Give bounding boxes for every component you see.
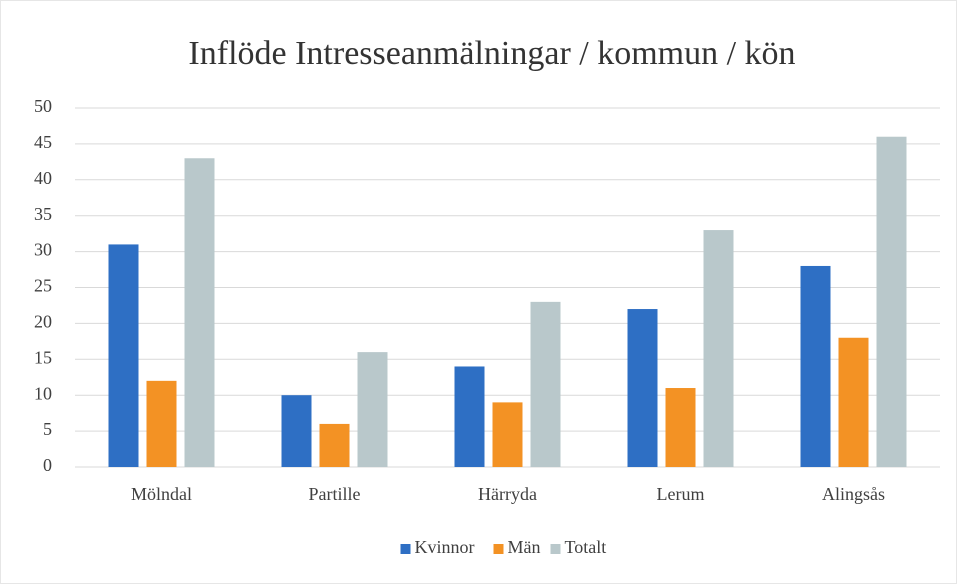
- y-tick-label: 35: [34, 204, 52, 224]
- bar: [281, 395, 312, 467]
- legend-swatch: [493, 544, 504, 554]
- bar: [530, 301, 561, 467]
- y-tick-label: 15: [34, 347, 52, 367]
- x-tick-label: Lerum: [657, 484, 705, 504]
- bar: [357, 352, 388, 467]
- y-tick-label: 45: [34, 132, 52, 152]
- y-tick-label: 50: [34, 96, 52, 116]
- bar: [492, 402, 523, 467]
- x-tick-label: Härryda: [478, 484, 537, 504]
- bar: [454, 366, 485, 467]
- chart-title: Inflöde Intresseanmälningar / kommun / k…: [188, 35, 795, 72]
- x-tick-label: Mölndal: [131, 484, 192, 504]
- bar: [703, 230, 734, 467]
- y-tick-label: 5: [43, 419, 52, 439]
- bar: [627, 309, 658, 467]
- legend-swatch: [400, 544, 411, 554]
- y-tick-label: 10: [34, 383, 52, 403]
- bar: [800, 265, 831, 467]
- x-tick-label: Alingsås: [822, 484, 885, 504]
- bar: [665, 388, 696, 467]
- y-tick-label: 30: [34, 240, 52, 260]
- y-tick-label: 20: [34, 312, 52, 332]
- y-tick-label: 25: [34, 276, 52, 296]
- bar: [184, 158, 215, 467]
- x-tick-label: Partille: [309, 484, 361, 504]
- legend-label: Kvinnor: [415, 537, 475, 557]
- bar: [319, 423, 350, 467]
- y-tick-label: 0: [43, 455, 52, 475]
- y-tick-label: 40: [34, 168, 52, 188]
- bar: [108, 244, 139, 467]
- bar: [876, 136, 907, 467]
- legend-label: Män: [508, 537, 541, 557]
- legend-swatch: [550, 544, 561, 554]
- legend-label: Totalt: [565, 537, 607, 557]
- bar: [838, 337, 869, 467]
- bar: [146, 380, 177, 467]
